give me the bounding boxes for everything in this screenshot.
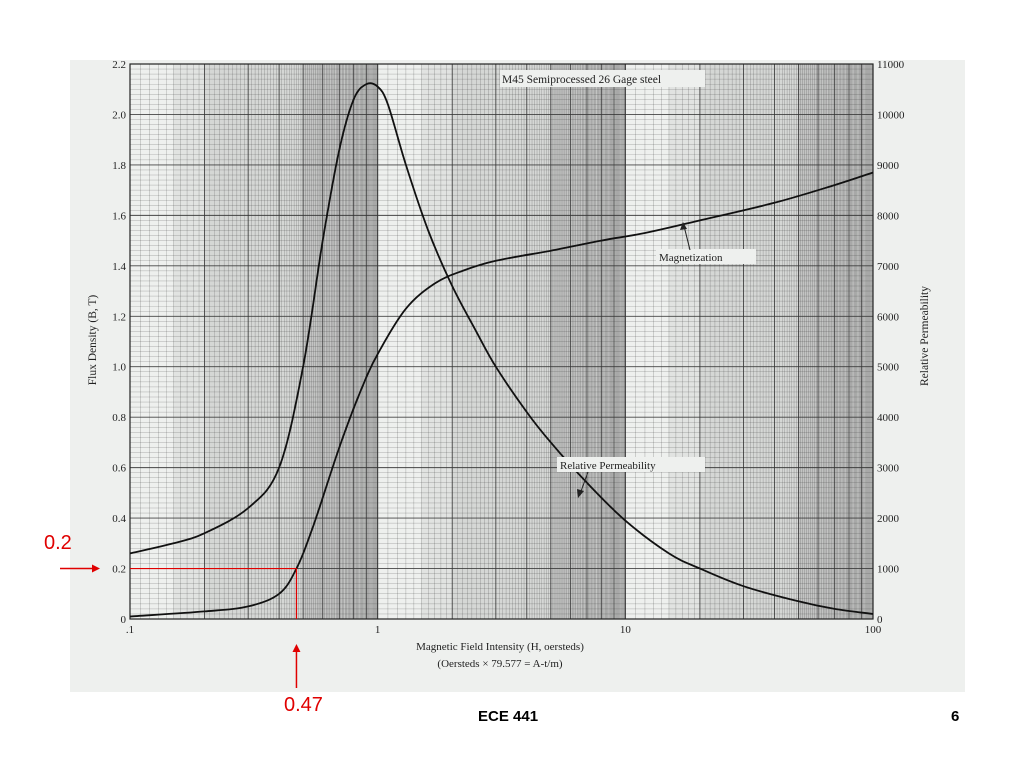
magnetization-label: Magnetization: [659, 252, 723, 264]
plot-frame: [129, 63, 874, 620]
x-tick-label: .1: [126, 624, 134, 636]
x-tick-label: 10: [620, 624, 632, 636]
y-right-tick-label: 3000: [877, 463, 900, 475]
chart-title-bg: [500, 70, 705, 87]
y-right-tick-label: 5000: [877, 362, 900, 374]
right-axis-title: Relative Permeability: [919, 286, 931, 386]
flux-arrowhead: [92, 564, 100, 573]
chart-series: [129, 82, 874, 618]
magnetization-arrowhead: [680, 222, 687, 230]
y-left-tick-label: 1.0: [112, 362, 126, 374]
x-axis-title: Magnetic Field Intensity (H, oersteds): [416, 641, 584, 653]
chart-tick-labels: .1 1 10 10000.20.40.60.81.01.21.41.61.82.02…: [112, 59, 905, 636]
field-annotation-label: 0.47: [284, 694, 323, 716]
y-left-tick-label: 0.6: [112, 463, 126, 475]
y-right-tick-label: 0: [877, 614, 883, 626]
y-right-tick-label: 4000: [877, 412, 900, 424]
y-left-tick-label: 2.0: [112, 109, 126, 121]
left-axis-title: Flux Density (B, T): [87, 295, 99, 386]
magnetization-leader: [683, 225, 691, 251]
y-left-tick-label: 0: [121, 614, 127, 626]
y-right-tick-label: 10000: [877, 109, 905, 121]
y-right-tick-label: 1000: [877, 564, 900, 576]
slide-page-number: 6: [951, 708, 960, 725]
permeability-label: Relative Permeability: [560, 460, 656, 472]
chart-grid: [129, 63, 874, 620]
permeability-curve: [129, 82, 874, 615]
y-left-tick-label: 1.8: [112, 160, 126, 172]
y-left-tick-label: 1.4: [112, 261, 126, 273]
y-right-tick-label: 9000: [877, 160, 900, 172]
y-right-tick-label: 11000: [877, 59, 905, 71]
flux-annotation-label: 0.2: [44, 532, 72, 554]
slide-footer-title: ECE 441: [478, 708, 539, 725]
y-right-tick-label: 7000: [877, 261, 900, 273]
y-right-tick-label: 6000: [877, 311, 900, 323]
y-right-tick-label: 8000: [877, 210, 900, 222]
y-left-tick-label: 2.2: [112, 59, 126, 71]
permeability-label-bg: [557, 457, 705, 472]
permeability-arrowhead: [577, 489, 584, 498]
y-left-tick-label: 1.6: [112, 210, 126, 222]
chart-title: M45 Semiprocessed 26 Gage steel: [502, 74, 661, 86]
magnetization-label-bg: [656, 249, 756, 264]
y-left-tick-label: 0.4: [112, 513, 126, 525]
y-left-tick-label: 0.8: [112, 412, 126, 424]
x-tick-label: 100: [865, 624, 882, 636]
y-left-tick-label: 1.2: [112, 311, 126, 323]
y-left-tick-label: 0.2: [112, 564, 126, 576]
field-arrowhead: [292, 644, 301, 652]
magnetization-curve: [129, 171, 874, 618]
y-right-tick-label: 2000: [877, 513, 900, 525]
red-annotations: [60, 564, 301, 688]
x-axis-note: (Oersteds × 79.577 = A-t/m): [437, 658, 562, 670]
x-tick-label: 1: [375, 624, 381, 636]
